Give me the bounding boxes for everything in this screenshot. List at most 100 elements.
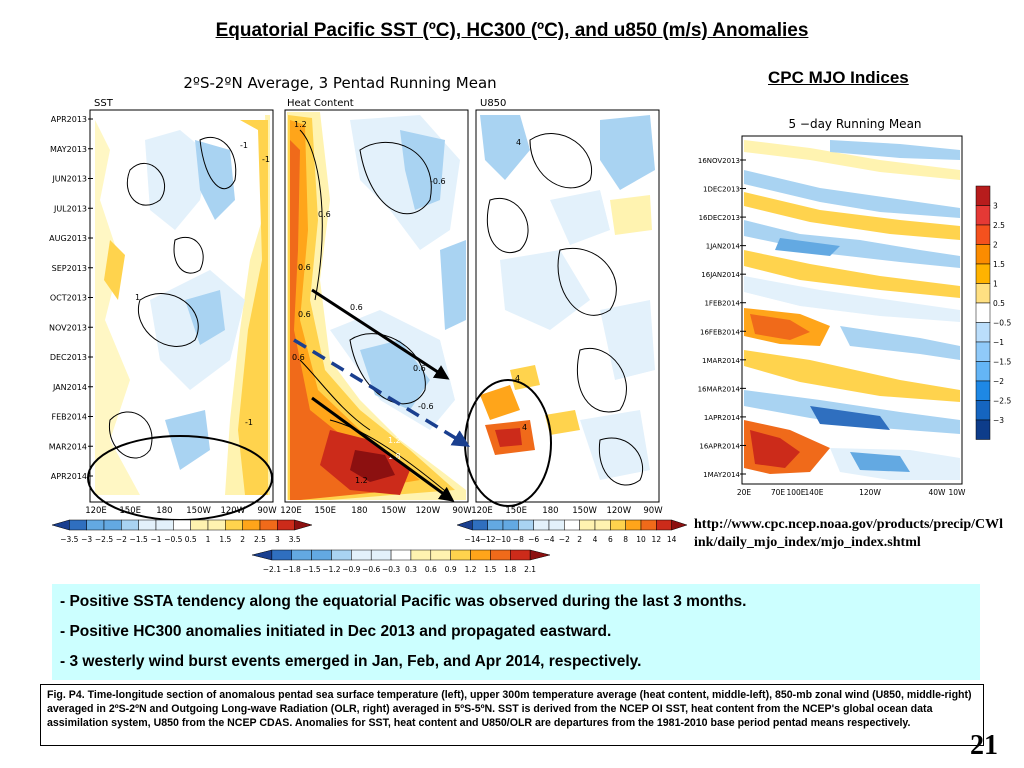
u850-contour-label: 4 bbox=[522, 423, 527, 432]
mjo-colorbar-label: 3 bbox=[993, 202, 998, 211]
colorbar-label: −0.9 bbox=[342, 565, 360, 574]
hc-contour-label: -0.6 bbox=[430, 177, 446, 186]
colorbar-label: −1.5 bbox=[302, 565, 320, 574]
sst-panel: -1 1 -1 -1 bbox=[89, 109, 274, 503]
mjo-y-tick-label: 1APR2014 bbox=[704, 414, 741, 422]
x-axes: 120E 150E 180 150W 120W 90W 120E 150E 180 150W 120… bbox=[85, 506, 663, 516]
hc-contour-label: 1.2 bbox=[294, 120, 307, 129]
slide-title: Equatorial Pacific SST (ºC), HC300 (ºC),… bbox=[215, 20, 809, 41]
colorbar-label: −1.5 bbox=[130, 535, 148, 544]
colorbar-swatch bbox=[271, 549, 292, 561]
mjo-colorbar-swatch bbox=[975, 322, 991, 343]
colorbar-label: 3.5 bbox=[289, 535, 301, 544]
x-tick-label: 180 bbox=[542, 506, 558, 516]
colorbar-label: 0.5 bbox=[185, 535, 197, 544]
colorbar-label: −10 bbox=[495, 535, 511, 544]
mjo-y-tick-label: 16DEC2013 bbox=[699, 214, 740, 222]
colorbar-label: −2 bbox=[116, 535, 127, 544]
mjo-colorbar-swatch bbox=[975, 400, 991, 421]
hc-contour-label: -0.6 bbox=[418, 402, 434, 411]
colorbar-label: −8 bbox=[513, 535, 524, 544]
colorbar-label: −0.5 bbox=[164, 535, 182, 544]
hc-contour-label: 0.6 bbox=[350, 303, 363, 312]
colorbar-swatch bbox=[502, 519, 519, 531]
mjo-x-tick-label: 100E bbox=[786, 488, 805, 497]
colorbar-swatch bbox=[390, 549, 412, 561]
summary-item: - Positive HC300 anomalies initiated in … bbox=[60, 623, 612, 640]
colorbar-swatch bbox=[225, 519, 243, 531]
source-url-link[interactable]: http://www.cpc.ncep.noaa.gov/products/pr… bbox=[694, 517, 1004, 550]
colorbar-label: −6 bbox=[528, 535, 539, 544]
mjo-colorbar-swatch bbox=[975, 302, 991, 323]
colorbar-label: 10 bbox=[636, 535, 646, 544]
colorbar-label: 2 bbox=[577, 535, 582, 544]
colorbar-swatch bbox=[86, 519, 105, 531]
slide-number: 21 bbox=[970, 730, 998, 761]
colorbar-label: −2 bbox=[559, 535, 570, 544]
colorbar-swatch bbox=[564, 519, 580, 531]
colorbar-swatch bbox=[470, 549, 491, 561]
colorbar-label: 12 bbox=[652, 535, 662, 544]
mjo-colorbar-label: −2 bbox=[993, 377, 1004, 386]
hc-propagation-arrow bbox=[311, 288, 450, 380]
colorbar-swatch bbox=[207, 519, 226, 531]
hc-contour-label: 0.6 bbox=[413, 364, 426, 373]
colorbar-swatch bbox=[190, 519, 209, 531]
mjo-heatmap-bands bbox=[744, 140, 960, 480]
colorbar-label: 2.5 bbox=[254, 535, 266, 544]
colorbar-swatch bbox=[450, 549, 471, 561]
colorbar-label: −0.3 bbox=[382, 565, 400, 574]
mjo-colorbar-swatch bbox=[975, 380, 991, 401]
mjo-colorbar-label: 2.5 bbox=[993, 221, 1005, 230]
mjo-x-tick-label: 70E bbox=[771, 488, 786, 497]
mjo-y-tick-label: 16FEB2014 bbox=[700, 328, 741, 336]
sst-contour-label: -1 bbox=[262, 155, 270, 164]
mjo-y-tick-label: 1JAN2014 bbox=[706, 243, 741, 251]
colorbar-label: 14 bbox=[667, 535, 677, 544]
colorbar-swatch bbox=[610, 519, 626, 531]
colorbar-label: 1.2 bbox=[465, 565, 477, 574]
x-tick-label: 120E bbox=[280, 506, 302, 516]
hc-contour-label: 1.2 bbox=[355, 476, 368, 485]
x-tick-label: 150W bbox=[381, 506, 406, 516]
colorbar-label: 1 bbox=[206, 535, 211, 544]
colorbar-swatch bbox=[251, 549, 273, 561]
colorbar-swatch bbox=[331, 549, 352, 561]
sst-contour-label: 1 bbox=[135, 293, 140, 302]
y-tick-label: OCT2013 bbox=[50, 294, 87, 303]
mjo-colorbar-swatch bbox=[975, 224, 991, 245]
mjo-colorbar-label: 2 bbox=[993, 241, 998, 250]
hc-colorbar: −2.1 −1.8 −1.5 −1.2 −0.9 −0.6 −0.3 0.3 0.6 0.9 1.2… bbox=[251, 549, 551, 574]
mjo-colorbar-label: −2.5 bbox=[993, 397, 1011, 406]
hc-dashed-arrow bbox=[293, 338, 470, 447]
mjo-y-tick-label: 16JAN2014 bbox=[701, 271, 740, 279]
x-tick-label: 90W bbox=[257, 506, 277, 516]
colorbar-swatch bbox=[259, 519, 278, 531]
colorbar-label: −2.1 bbox=[263, 565, 281, 574]
hc-contour-label: 0.6 bbox=[318, 210, 331, 219]
x-tick-label: 120W bbox=[606, 506, 631, 516]
mjo-x-tick-label: 10W bbox=[949, 488, 967, 497]
mjo-colorbar-swatch bbox=[975, 419, 991, 440]
colorbar-swatch bbox=[121, 519, 139, 531]
colorbar-label: 1.5 bbox=[219, 535, 231, 544]
sst-y-axis: APR2013 MAY2013 JUN2013 JUL2013 AUG2013 SEP20… bbox=[49, 115, 93, 481]
y-tick-label: DEC2013 bbox=[50, 353, 87, 362]
colorbar-swatch bbox=[533, 519, 550, 531]
panel-label-sst: SST bbox=[94, 98, 114, 109]
summary-item: - Positive SSTA tendency along the equat… bbox=[60, 593, 747, 610]
x-tick-label: 90W bbox=[452, 506, 472, 516]
colorbar-label: −14 bbox=[464, 535, 480, 544]
panel-label-hc: Heat Content bbox=[287, 98, 354, 109]
mjo-y-tick-label: 1FEB2014 bbox=[704, 300, 740, 308]
colorbar-label: 3 bbox=[275, 535, 280, 544]
colorbar-swatch bbox=[456, 519, 473, 531]
hc-contour-label: 0.6 bbox=[292, 353, 305, 362]
colorbar-swatch bbox=[510, 549, 531, 561]
y-tick-label: NOV2013 bbox=[49, 323, 87, 332]
u850-colorbar: −14 −12 −10 −8 −6 −4 −2 2 4 6 8 10 12 14 bbox=[456, 519, 688, 544]
colorbar-swatch bbox=[487, 519, 504, 531]
colorbar-swatch bbox=[490, 549, 511, 561]
mjo-y-tick-label: 1MAY2014 bbox=[703, 471, 740, 479]
